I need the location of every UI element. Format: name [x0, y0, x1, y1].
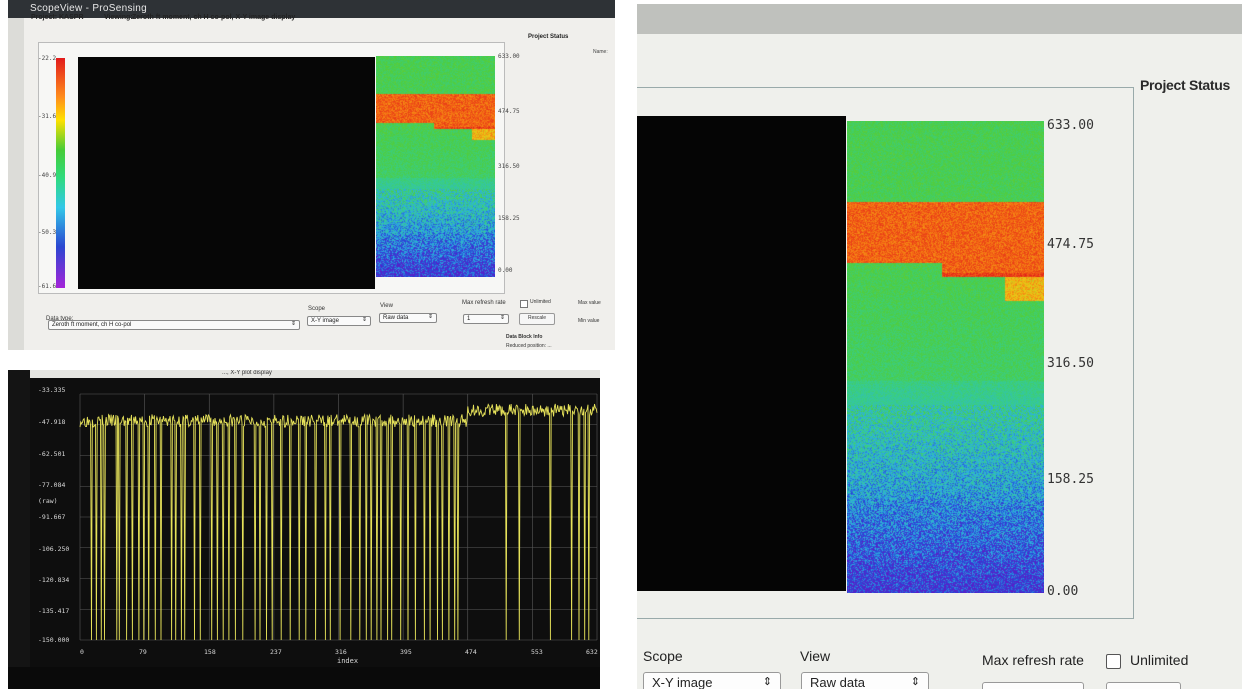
viewing-text: ..., X-Y plot display: [222, 370, 272, 376]
colorbar-tick: -50.3: [38, 229, 57, 236]
y-axis-tick: 633.00: [1047, 118, 1094, 133]
empty-image-area: [78, 57, 375, 289]
line-plot-svg: [79, 393, 598, 641]
y-axis-tick: -135.417: [38, 607, 70, 615]
min-value-label: Min value: [578, 318, 600, 324]
max-refresh-label: Max refresh rate: [462, 300, 506, 306]
x-axis-tick: 79: [139, 648, 147, 656]
x-axis-tick: 553: [531, 648, 543, 656]
y-axis-label: (raw): [38, 497, 58, 505]
x-axis-tick: 395: [400, 648, 412, 656]
data-type-value: Zeroth ft moment, ch H co-pol: [52, 322, 132, 328]
y-axis-tick: -47.918: [38, 418, 66, 426]
colorbar-tick: -61.6: [38, 283, 57, 290]
y-axis-tick: -91.667: [38, 513, 66, 521]
x-axis-tick: 237: [270, 648, 282, 656]
x-axis-tick: 316: [335, 648, 347, 656]
y-axis-tick: 633.00: [498, 53, 520, 60]
unlimited-checkbox[interactable]: [520, 300, 528, 308]
xy-image-heatmap: [376, 56, 495, 277]
view-label: View: [800, 648, 831, 664]
empty-image-area: [637, 116, 846, 591]
project-status-heading: Project Status: [528, 34, 569, 40]
colorbar-tick: -31.6: [38, 113, 57, 120]
y-axis-tick: -33.335: [38, 386, 66, 394]
view-value: Raw data: [383, 315, 409, 321]
screenshot-photo-overview: ScopeView - ProSensing Project: KASPR Vi…: [8, 0, 615, 350]
data-block-info-heading: Data Block Info: [506, 334, 543, 340]
select-arrows-icon: ⇕: [762, 676, 772, 688]
plot-frame: [637, 87, 1134, 619]
viewing-text: Zeroth ft moment, ch H co-pol, X-Y image…: [132, 14, 296, 21]
screenshot-photo-zoomed: Project Status 633.00 474.75 316.50 158.…: [637, 4, 1242, 689]
y-axis-tick: 158.25: [1047, 472, 1094, 487]
data-type-label: Data type:: [46, 316, 74, 322]
max-value-label: Max value: [578, 300, 601, 306]
window-title: ScopeView - ProSensing: [30, 3, 148, 14]
y-axis-tick: 474.75: [498, 108, 520, 115]
spinner-arrows-icon: ⇕: [499, 315, 505, 321]
y-axis-tick: -120.834: [38, 576, 70, 584]
project-status-heading: Project Status: [1140, 77, 1230, 93]
y-axis-tick: -62.501: [38, 450, 66, 458]
y-axis-tick: 0.00: [498, 267, 513, 274]
rescale-button[interactable]: Rescale: [519, 313, 555, 325]
name-label: Name:: [593, 49, 608, 55]
y-axis-tick: 474.75: [1047, 237, 1094, 252]
select-arrows-icon: ⇕: [910, 676, 920, 688]
colorbar-tick: -22.2: [38, 55, 57, 62]
viewing-label: Viewing:: [104, 14, 133, 21]
view-label: View: [380, 303, 393, 309]
rescale-button[interactable]: [1106, 682, 1181, 689]
max-refresh-spinner[interactable]: 1 ⇕: [463, 314, 509, 324]
view-value: Raw data: [810, 675, 865, 689]
y-axis-tick: 316.50: [498, 163, 520, 170]
select-arrows-icon: ⇕: [290, 321, 296, 327]
scope-label: Scope: [643, 648, 683, 664]
x-axis-tick: 0: [80, 648, 84, 656]
colorbar: [56, 58, 65, 288]
unlimited-label: Unlimited: [530, 299, 551, 305]
select-arrows-icon: ⇕: [361, 317, 367, 323]
screenshot-photo-line-plot: ..., X-Y plot display -33.335 -47.918 -6…: [8, 370, 600, 689]
scope-select[interactable]: X-Y image ⇕: [307, 316, 371, 326]
xy-image-heatmap: [847, 121, 1044, 593]
unlimited-checkbox[interactable]: [1106, 654, 1121, 669]
monitor-bezel: [8, 370, 30, 689]
data-type-select[interactable]: Zeroth ft moment, ch H co-pol ⇕: [48, 320, 300, 330]
monitor-bezel-bottom: [8, 667, 600, 689]
project-name: KASPR: [59, 14, 84, 21]
view-select[interactable]: Raw data ⇕: [801, 672, 929, 689]
x-axis-label: index: [337, 657, 359, 665]
x-axis-tick: 474: [465, 648, 477, 656]
x-axis-tick: 632: [586, 648, 598, 656]
y-axis-tick: -106.250: [38, 545, 70, 553]
max-refresh-value: 1: [467, 316, 471, 322]
view-select[interactable]: Raw data ⇕: [379, 313, 437, 323]
scope-value: X-Y image: [311, 318, 339, 324]
select-arrows-icon: ⇕: [427, 314, 433, 320]
line-plot-area: [30, 378, 600, 667]
scope-select[interactable]: X-Y image ⇕: [643, 672, 781, 689]
project-label: Project:: [31, 14, 58, 21]
y-axis-tick: -77.084: [38, 481, 66, 489]
series-line: [79, 403, 598, 641]
y-axis-tick: 316.50: [1047, 356, 1094, 371]
window-titlebar: ScopeView - ProSensing: [8, 0, 615, 18]
y-axis-tick: -150.000: [38, 636, 70, 644]
x-axis-tick: 158: [204, 648, 216, 656]
unlimited-label: Unlimited: [1130, 652, 1189, 668]
colorbar-tick: -40.9: [38, 172, 57, 179]
data-block-detail: Reduced position: ...: [506, 343, 552, 349]
window-top-strip: [637, 4, 1242, 34]
y-axis-tick: 158.25: [498, 215, 520, 222]
y-axis-tick: 0.00: [1047, 584, 1079, 599]
max-refresh-spinner[interactable]: [982, 682, 1084, 689]
scope-value: X-Y image: [652, 675, 713, 689]
scope-label: Scope: [308, 306, 326, 312]
max-refresh-label: Max refresh rate: [982, 652, 1084, 668]
